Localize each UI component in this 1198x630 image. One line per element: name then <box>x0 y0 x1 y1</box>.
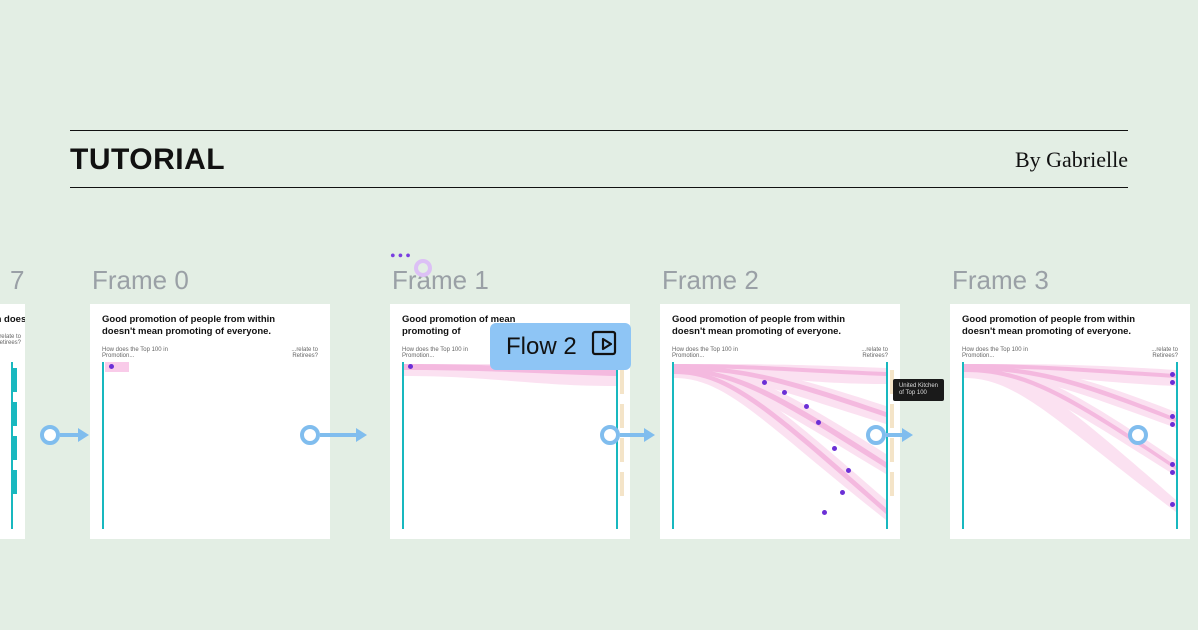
play-prototype-icon[interactable] <box>591 330 617 363</box>
frame-label: 7 <box>10 265 24 296</box>
card-sub-right: ...relate to Retirees? <box>1138 347 1178 359</box>
tooltip-chip: United Kitchen of Top 100 <box>893 379 944 401</box>
frame-0[interactable]: Frame 0 Good promotion of people from wi… <box>90 265 330 539</box>
data-dot <box>1170 470 1175 475</box>
card-sub-left: How does the Top 100 in Promotion... <box>102 347 172 359</box>
mini-chart <box>962 362 1178 529</box>
frame-card[interactable]: Good promotion of people from within doe… <box>660 304 900 539</box>
connector-arrow[interactable] <box>866 425 913 445</box>
data-dot <box>1170 380 1175 385</box>
sankey-svg <box>402 362 618 529</box>
frame-label: Frame 1 <box>392 265 489 296</box>
data-dot <box>109 364 114 369</box>
axis-seg <box>13 368 17 392</box>
frame-card[interactable]: Good promotion of people from within doe… <box>90 304 330 539</box>
article-header: TUTORIAL By Gabrielle <box>0 0 1198 188</box>
mini-chart <box>0 362 13 529</box>
data-dot <box>782 390 787 395</box>
card-subtitle-row: How does the Top 100 in Promotion... ...… <box>672 347 888 359</box>
chip-line2: of Top 100 <box>899 390 927 396</box>
axis-left <box>102 362 104 529</box>
frame-1[interactable]: ••• Frame 1 Good promotion of mean promo… <box>390 265 630 539</box>
arrow-origin <box>300 425 320 445</box>
card-sub-left: How does the Top 100 in Promotion... <box>962 347 1032 359</box>
card-subtitle-row: How does the Top 100 in Promotion... ...… <box>962 347 1178 359</box>
frame-card[interactable]: thin doesn't ...relate to Retirees? <box>0 304 25 539</box>
arrow-origin <box>1128 425 1148 445</box>
card-title: thin doesn't <box>0 314 21 326</box>
magnifier-icon <box>414 259 432 277</box>
arrow-head-icon <box>644 428 655 442</box>
flow-label: Flow 2 <box>506 333 577 361</box>
arrow-origin <box>600 425 620 445</box>
chip-line1: United Kitchen <box>899 383 938 389</box>
data-dot <box>1170 372 1175 377</box>
arrow-head-icon <box>78 428 89 442</box>
byline: By Gabrielle <box>1015 147 1128 173</box>
mini-chart <box>102 362 318 529</box>
arrow-line <box>320 433 356 438</box>
flow-badge[interactable]: Flow 2 <box>490 323 631 370</box>
mini-chart <box>672 362 888 529</box>
data-dot <box>804 404 809 409</box>
card-sub-left: How does the Top 100 in Promotion... <box>402 347 472 359</box>
data-dot <box>408 364 413 369</box>
frames-strip[interactable]: 7 thin doesn't ...relate to Retirees? <box>0 265 1198 555</box>
data-dot <box>840 490 845 495</box>
card-subtitle-row: ...relate to Retirees? <box>0 334 21 346</box>
header-row: TUTORIAL By Gabrielle <box>70 131 1128 187</box>
divider-bottom <box>70 187 1128 188</box>
frame-2[interactable]: Frame 2 Good promotion of people from wi… <box>660 265 900 539</box>
axis-seg <box>620 370 624 394</box>
card-sub-right: ...relate to Retirees? <box>278 347 318 359</box>
connector-arrow[interactable] <box>40 425 89 445</box>
data-dot <box>816 420 821 425</box>
card-title: Good promotion of people from within doe… <box>962 314 1147 339</box>
card-title: Good promotion of people from within doe… <box>102 314 287 339</box>
data-dot <box>1170 502 1175 507</box>
axis-seg <box>13 470 17 494</box>
frame-3[interactable]: Frame 3 Good promotion of people from wi… <box>950 265 1190 539</box>
arrow-line <box>620 433 644 438</box>
axis-seg <box>620 472 624 496</box>
data-dot <box>832 446 837 451</box>
arrow-line <box>886 433 902 438</box>
axis-seg <box>890 472 894 496</box>
data-dot <box>846 468 851 473</box>
frame-label: Frame 3 <box>952 265 1049 296</box>
data-dot <box>1170 462 1175 467</box>
mini-chart <box>402 362 618 529</box>
card-title: Good promotion of people from within doe… <box>672 314 857 339</box>
selection-dots-icon: ••• <box>390 249 413 265</box>
axis-seg <box>13 436 17 460</box>
card-sub-right: ...relate to Retirees? <box>848 347 888 359</box>
data-dot <box>762 380 767 385</box>
category-label: TUTORIAL <box>70 143 225 177</box>
data-dot <box>1170 422 1175 427</box>
connector-arrow[interactable] <box>1128 425 1148 445</box>
connector-arrow[interactable] <box>600 425 655 445</box>
axis-seg <box>13 402 17 426</box>
data-dot <box>822 510 827 515</box>
sankey-svg <box>672 362 888 529</box>
data-dot <box>1170 414 1175 419</box>
arrow-origin <box>866 425 886 445</box>
arrow-head-icon <box>902 428 913 442</box>
sankey-svg <box>962 362 1178 529</box>
card-sub-left: How does the Top 100 in Promotion... <box>672 347 742 359</box>
card-sub-right: ...relate to Retirees? <box>0 334 21 346</box>
arrow-origin <box>40 425 60 445</box>
frame-partial-left[interactable]: 7 thin doesn't ...relate to Retirees? <box>0 265 25 539</box>
frame-card[interactable]: Good promotion of people from within doe… <box>950 304 1190 539</box>
arrow-line <box>60 433 78 438</box>
connector-arrow[interactable] <box>300 425 367 445</box>
arrow-head-icon <box>356 428 367 442</box>
frame-label: Frame 0 <box>92 265 189 296</box>
card-subtitle-row: How does the Top 100 in Promotion... ...… <box>102 347 318 359</box>
frame-label: Frame 2 <box>662 265 759 296</box>
